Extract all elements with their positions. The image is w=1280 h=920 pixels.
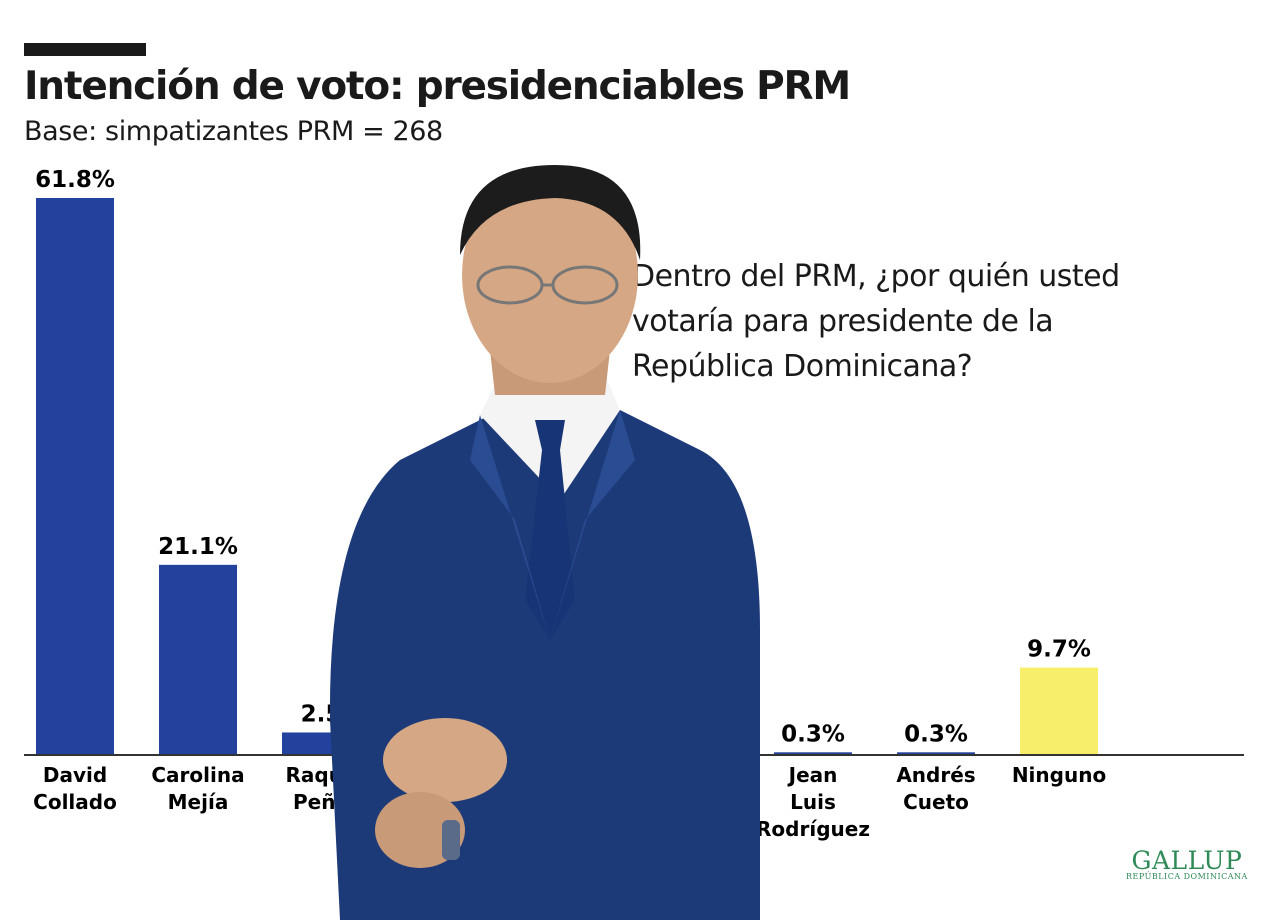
bar-7 [897,752,975,755]
category-label-7-1: Cueto [903,790,969,814]
category-label-8-0: Ninguno [1012,763,1106,787]
category-label-1-1: Mejía [168,790,229,814]
value-label-1: 21.1% [158,534,238,560]
survey-question: Dentro del PRM, ¿por quién usted votaría… [632,259,1120,384]
value-label-0: 61.8% [35,167,115,193]
value-label-6: 0.3% [781,721,845,747]
bar-1 [159,564,237,755]
logo-subtitle: REPÚBLICA DOMINICANA [1126,872,1248,881]
chart-subtitle: Base: simpatizantes PRM = 268 [24,116,443,147]
value-label-7: 0.3% [904,721,968,747]
politician-photo [329,165,760,920]
category-label-7-0: Andrés [896,763,975,787]
category-label-6-0: Jean [787,763,838,787]
category-label-6-2: Rodríguez [756,817,870,841]
category-label-0-1: Collado [33,790,117,814]
gallup-logo: GALLUP REPÚBLICA DOMINICANA [1126,846,1248,881]
title-accent-bar [24,43,146,56]
category-label-6-1: Luis [790,790,836,814]
category-label-1-0: Carolina [151,763,244,787]
category-label-0-0: David [43,763,107,787]
labels-group: 61.8%DavidCollado21.1%CarolinaMejía2.5Ra… [33,167,1106,841]
value-label-8: 9.7% [1027,637,1091,663]
logo-wordmark: GALLUP [1131,846,1243,875]
chart-title: Intención de voto: presidenciables PRM [24,64,851,109]
bar-8 [1020,667,1098,755]
bar-6 [774,752,852,755]
bars-group [36,198,1098,755]
bar-0 [36,198,114,755]
